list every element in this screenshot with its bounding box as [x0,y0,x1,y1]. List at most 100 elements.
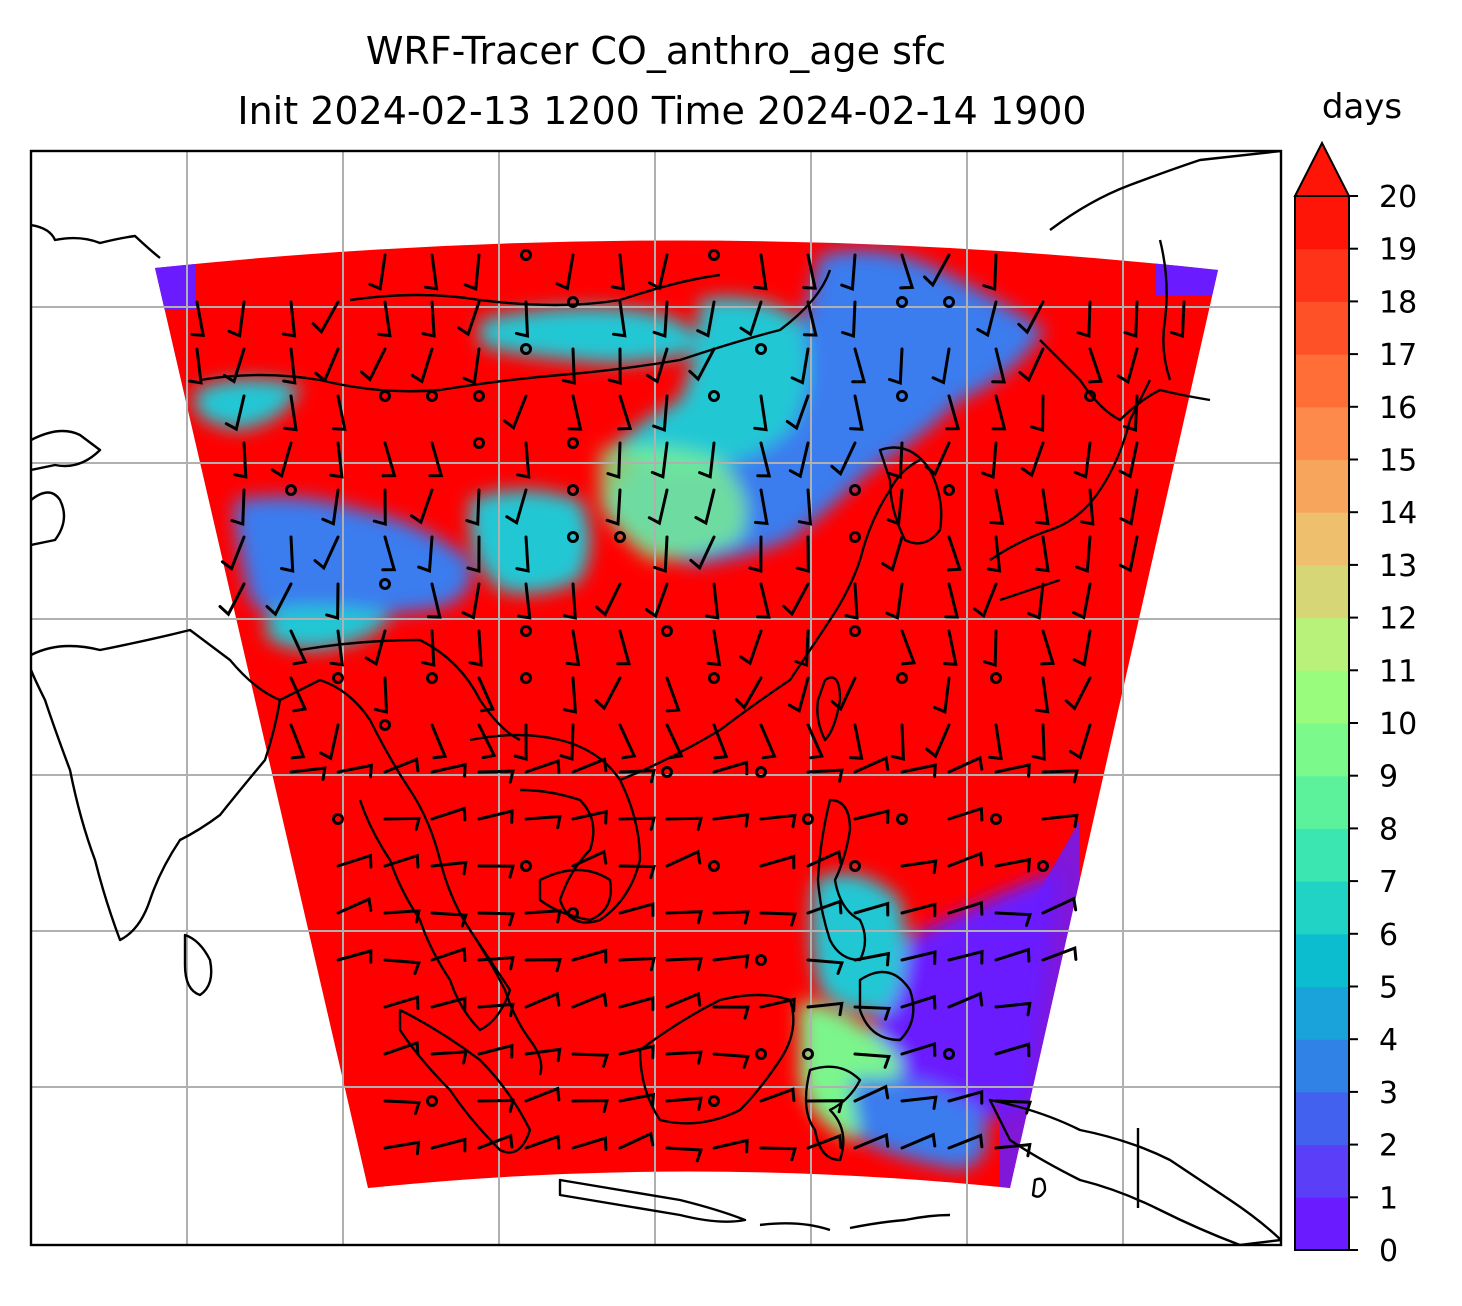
wind-barb-calm [426,1095,438,1107]
wind-barb-calm [379,390,391,402]
wind-barb [1069,723,1092,760]
wind-barb [759,911,798,927]
wind-barb [644,582,669,619]
wind-barb [788,441,810,479]
wind-barb [477,864,515,879]
wind-barb [1020,441,1045,478]
wind-barb [466,535,481,573]
wind-barb [1119,488,1139,526]
wind-barb-calm [379,578,391,590]
colorbar-tick-label: 8 [1379,812,1398,847]
wind-barb [524,991,561,1009]
wind-barb [571,1052,610,1068]
wind-barb [513,723,528,761]
wind-barb [595,582,622,618]
colorbar-segment [1295,1091,1349,1146]
colorbar-extend-arrow [1293,140,1351,197]
wind-barb [1073,441,1092,479]
wind-barb [782,582,810,617]
wind-barb [372,488,387,526]
colorbar-segments [1295,196,1349,1251]
wind-barb [734,676,763,710]
wind-barb [289,766,327,781]
wind-barb-calm [943,296,955,308]
wind-barb [665,723,684,760]
wind-barb-calm [567,484,579,496]
wind-barb [712,954,750,969]
wind-barb [1123,394,1139,433]
wind-barb-calm [755,343,767,355]
wind-barb-calm [849,484,861,496]
wind-barb [555,253,575,291]
colorbar-segment [1295,670,1349,724]
wind-barb [430,860,468,876]
wind-barb [465,488,481,527]
colorbar-label: days [1322,87,1402,127]
wind-barb [477,676,495,713]
wind-barb [712,1005,750,1020]
colorbar-segment [1295,196,1349,250]
wind-barb [282,347,297,385]
wind-barb [222,347,246,384]
wind-barb [790,347,810,385]
coast-lesser-sunda [759,1213,951,1232]
wind-barb [562,582,577,620]
wind-barb [665,676,681,713]
wind-barb [227,300,246,338]
wind-barb [665,816,703,831]
coast-borneo [638,993,795,1125]
wind-barb [383,1099,422,1115]
wind-barb [753,394,768,432]
wind-barb [430,806,467,822]
wind-barb-calm [567,907,579,919]
wind-barb [477,911,516,927]
wind-barb [665,910,703,925]
plot-title-line2: Init 2024-02-13 1200 Time 2024-02-14 190… [237,89,1086,133]
wind-barb [410,347,434,384]
wind-barb [565,629,581,667]
wind-barb [336,853,373,869]
wind-barb [612,300,627,338]
wind-barb [594,676,622,711]
wind-barb [982,629,998,668]
wind-barb [994,763,1031,778]
wind-barb [618,1131,655,1150]
wind-barb [806,849,843,868]
wind-barb [502,394,528,430]
wind-barb [373,676,389,714]
wind-barb [1035,488,1050,526]
coast-top-left [31,223,161,259]
wind-barb [759,1146,797,1162]
wind-barb-calm [896,672,908,684]
wind-barb [900,1132,937,1150]
colorbar-tick-label: 4 [1379,1023,1398,1058]
wind-barb [830,676,857,712]
wind-barb [785,394,810,431]
wind-barb [647,488,669,526]
wind-barb [280,535,295,573]
wind-barb [946,535,962,572]
wind-barb [559,723,575,762]
wind-barb [410,488,434,525]
wind-barb [1118,535,1139,573]
wind-barb [924,441,951,477]
wind-barb [462,347,481,385]
wind-barb [381,535,397,572]
wind-barb [618,769,656,784]
coast-west-2 [31,491,66,547]
wind-barb [270,441,293,479]
wind-barb [853,755,890,774]
wind-barb [947,1089,984,1105]
map-axes [31,151,1281,1245]
colorbar-tick-label: 11 [1379,654,1417,689]
wind-barb [712,1138,749,1154]
wind-barb-calm [520,625,532,637]
plume-north-band [480,306,700,364]
wind-barb [1075,535,1092,573]
colorbar-segment [1295,459,1349,513]
young-air-plumes [195,250,1060,1170]
wind-barb [973,582,998,619]
wind-barb [430,762,467,778]
wind-barb [289,629,308,666]
